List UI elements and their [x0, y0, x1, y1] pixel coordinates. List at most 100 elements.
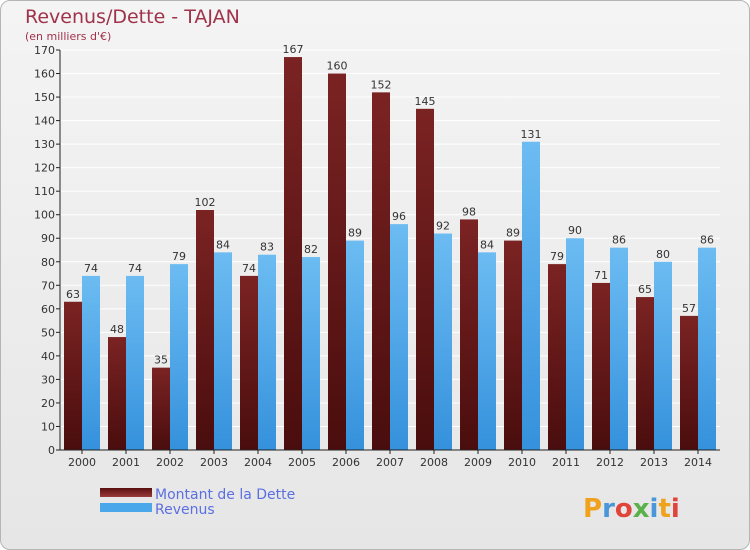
bar-revenus-2000 [82, 275, 100, 450]
chart-subtitle: (en milliers d'€) [25, 30, 111, 43]
bar-revenus-2014 [698, 247, 716, 450]
bar-revenus-2012 [610, 247, 628, 450]
bars-layer [64, 57, 716, 451]
bar-dette-2004 [240, 275, 258, 450]
y-tick-label: 50 [41, 326, 55, 339]
y-tick-label: 80 [41, 256, 55, 269]
bar-revenus-2002 [170, 264, 188, 450]
bar-dette-2011 [548, 264, 566, 450]
bar-dette-2000 [64, 301, 82, 450]
value-label-revenus-2014: 86 [700, 234, 714, 247]
y-tick-label: 10 [41, 420, 55, 433]
bar-dette-2008 [416, 108, 434, 450]
x-tick-label: 2005 [288, 456, 316, 469]
value-label-revenus-2007: 96 [392, 210, 406, 223]
legend-label-revenus: Revenus [155, 502, 215, 518]
bar-revenus-2004 [258, 254, 276, 450]
value-label-revenus-2008: 92 [436, 220, 450, 233]
value-label-revenus-2010: 131 [521, 128, 542, 141]
value-label-revenus-2000: 74 [84, 262, 98, 275]
value-label-dette-2002: 35 [154, 354, 168, 367]
value-label-dette-2007: 152 [371, 78, 392, 91]
bar-revenus-2006 [346, 240, 364, 450]
y-tick-label: 110 [34, 185, 55, 198]
legend-swatch-revenus [100, 503, 152, 512]
value-label-dette-2013: 65 [638, 283, 652, 296]
bar-dette-2003 [196, 210, 214, 450]
value-label-revenus-2005: 82 [304, 243, 318, 256]
value-label-dette-2008: 145 [415, 95, 436, 108]
bar-revenus-2010 [522, 141, 540, 450]
y-axis-ticks: 0 10 20 30 40 50 60 70 80 90 100 110 120 130 140 150 160… [34, 44, 60, 457]
value-label-dette-2012: 71 [594, 269, 608, 282]
x-tick-label: 2011 [552, 456, 580, 469]
bar-revenus-2005 [302, 257, 320, 450]
value-label-revenus-2002: 79 [172, 250, 186, 263]
value-label-revenus-2004: 83 [260, 241, 274, 254]
bar-dette-2013 [636, 297, 654, 450]
bar-dette-2006 [328, 73, 346, 450]
bar-revenus-2003 [214, 252, 232, 450]
logo-text: Proxiti [583, 494, 680, 524]
bar-revenus-2009 [478, 252, 496, 450]
value-label-dette-2000: 63 [66, 288, 80, 301]
value-labels: 63 74 48 74 35 79 102 84 74 83 167 82 160 89 152 96 145 9… [66, 43, 714, 367]
y-tick-label: 20 [41, 397, 55, 410]
legend-label-dette: Montant de la Dette [155, 487, 295, 503]
x-tick-label: 2007 [376, 456, 404, 469]
bar-dette-2010 [504, 240, 522, 450]
bar-dette-2014 [680, 315, 698, 450]
legend: Montant de la Dette Revenus [100, 487, 295, 518]
y-tick-label: 130 [34, 138, 55, 151]
y-tick-label: 60 [41, 303, 55, 316]
value-label-revenus-2013: 80 [656, 248, 670, 261]
bar-dette-2002 [152, 367, 170, 450]
value-label-dette-2001: 48 [110, 323, 124, 336]
bar-revenus-2001 [126, 275, 144, 450]
x-tick-label: 2010 [508, 456, 536, 469]
value-label-dette-2003: 102 [195, 196, 216, 209]
chart-title: Revenus/Dette - TAJAN [25, 6, 240, 28]
x-tick-label: 2002 [156, 456, 184, 469]
x-tick-label: 2004 [244, 456, 272, 469]
x-tick-label: 2006 [332, 456, 360, 469]
y-tick-label: 150 [34, 91, 55, 104]
bar-revenus-2011 [566, 238, 584, 450]
value-label-dette-2006: 160 [327, 60, 348, 73]
x-tick-label: 2000 [68, 456, 96, 469]
y-tick-label: 70 [41, 279, 55, 292]
bar-dette-2001 [108, 337, 126, 450]
value-label-revenus-2012: 86 [612, 234, 626, 247]
y-tick-label: 100 [34, 209, 55, 222]
legend-swatch-dette [100, 488, 152, 497]
x-tick-label: 2008 [420, 456, 448, 469]
x-tick-label: 2014 [684, 456, 712, 469]
value-label-revenus-2011: 90 [568, 224, 582, 237]
y-tick-label: 90 [41, 232, 55, 245]
value-label-dette-2010: 89 [506, 227, 520, 240]
x-axis-ticks: 2000 2001 2002 2003 2004 2005 2006 2007 2008 2009… [68, 450, 712, 469]
y-tick-label: 140 [34, 115, 55, 128]
value-label-dette-2004: 74 [242, 262, 256, 275]
bar-dette-2009 [460, 219, 478, 450]
y-tick-label: 30 [41, 373, 55, 386]
value-label-dette-2005: 167 [283, 43, 304, 56]
value-label-revenus-2009: 84 [480, 238, 494, 251]
bar-revenus-2008 [434, 233, 452, 450]
y-tick-label: 170 [34, 44, 55, 57]
x-tick-label: 2001 [112, 456, 140, 469]
bar-revenus-2013 [654, 261, 672, 450]
bar-dette-2012 [592, 282, 610, 450]
y-tick-label: 160 [34, 68, 55, 81]
value-label-dette-2011: 79 [550, 250, 564, 263]
bar-revenus-2007 [390, 224, 408, 450]
x-tick-label: 2003 [200, 456, 228, 469]
x-tick-label: 2012 [596, 456, 624, 469]
proxiti-logo: Proxiti [583, 494, 680, 524]
bar-dette-2005 [284, 57, 302, 450]
value-label-dette-2014: 57 [682, 302, 696, 315]
y-tick-label: 120 [34, 162, 55, 175]
bar-dette-2007 [372, 92, 390, 451]
value-label-revenus-2006: 89 [348, 227, 362, 240]
